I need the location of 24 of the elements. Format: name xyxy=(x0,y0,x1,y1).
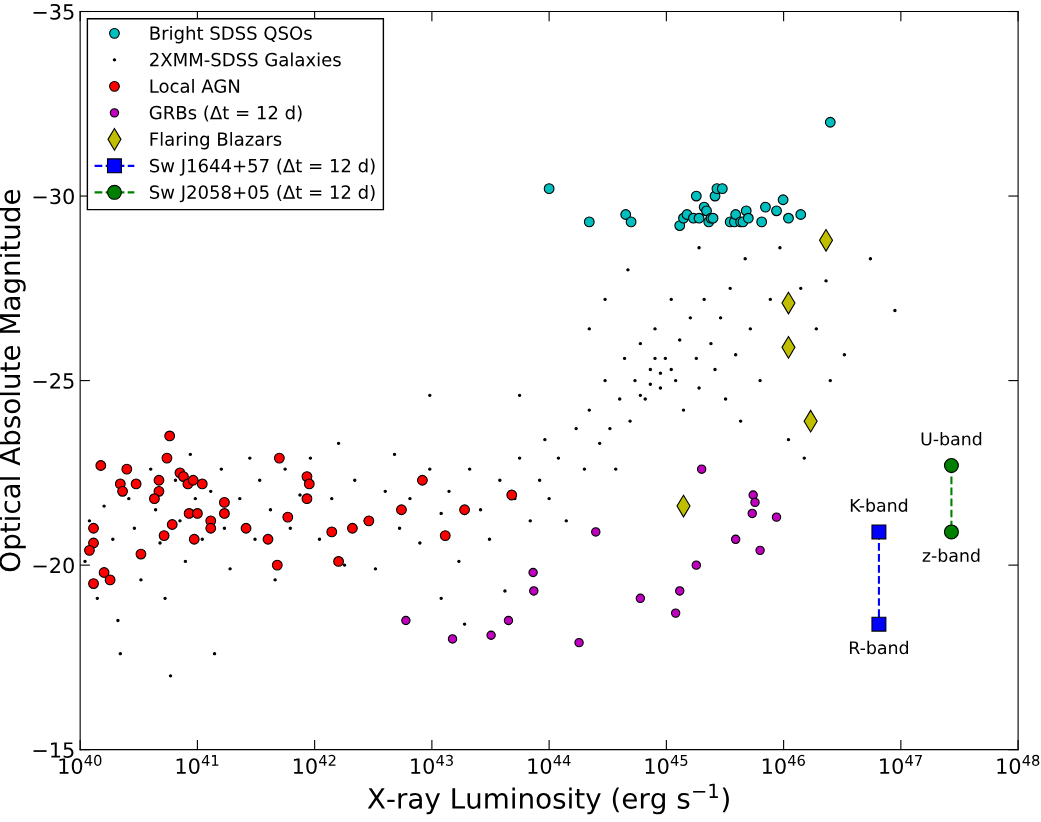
x-tick-label: 10$^{42}$ xyxy=(293,754,336,774)
x-tick-label: 10$^{46}$ xyxy=(762,754,805,774)
x-tick-label: 10$^{45}$ xyxy=(645,755,688,774)
y-tick-label: −20 xyxy=(33,557,74,574)
y-tick-label: −30 xyxy=(33,188,74,205)
data-label: U-band xyxy=(921,432,982,446)
legend-label: Bright SDSS QSOs xyxy=(150,25,312,44)
data-label: R-band xyxy=(849,640,908,655)
x-tick-label: 10$^{44}$ xyxy=(528,755,571,774)
legend-label: Local AGN xyxy=(150,78,240,93)
legend-label: Sw J2058+05 (Δt = 12 d) xyxy=(149,184,375,203)
y-tick-label: −25 xyxy=(33,373,74,389)
x-tick-label: 10$^{47}$ xyxy=(880,755,922,774)
legend-label: GRBs (Δt = 12 d) xyxy=(149,105,302,122)
legend-label: Sw J1644+57 (Δt = 12 d) xyxy=(149,158,375,176)
legend-label: Flaring Blazars xyxy=(150,131,282,150)
data-label: K-band xyxy=(850,498,908,512)
x-axis-title: X-ray Luminosity (erg s$^{−1}$) xyxy=(367,783,729,815)
x-tick-label: 10$^{41}$ xyxy=(176,755,219,774)
data-label: z-band xyxy=(922,548,980,563)
x-tick-label: 10$^{48}$ xyxy=(997,754,1040,774)
y-tick-label: −35 xyxy=(33,3,74,20)
legend-label: 2XMM-SDSS Galaxies xyxy=(150,52,341,67)
x-tick-label: 10$^{43}$ xyxy=(411,754,453,774)
